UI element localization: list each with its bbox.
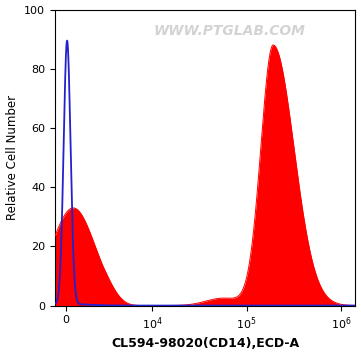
- Y-axis label: Relative Cell Number: Relative Cell Number: [5, 95, 18, 220]
- X-axis label: CL594-98020(CD14),ECD-A: CL594-98020(CD14),ECD-A: [111, 337, 299, 350]
- Text: WWW.PTGLAB.COM: WWW.PTGLAB.COM: [153, 24, 305, 38]
